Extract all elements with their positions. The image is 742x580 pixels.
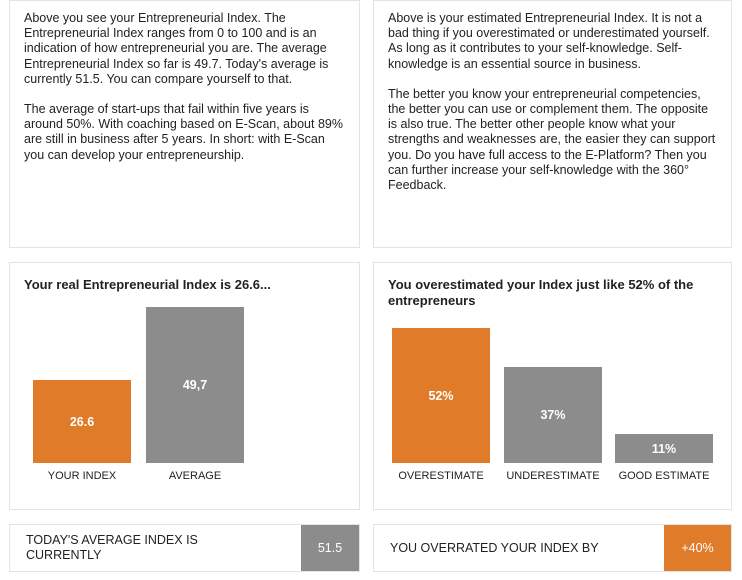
category-underestimate: UNDERESTIMATE [506,470,600,482]
intro-left-paragraph-2: The average of start-ups that fail withi… [24,102,343,162]
bar-underestimate-label: 37% [540,408,566,422]
bar-underestimate: 37% [504,367,602,463]
intro-right-paragraph-2: The better you know your entrepreneurial… [388,86,716,193]
category-good-estimate: GOOD ESTIMATE [618,470,710,482]
bar-your-index-label: 26.6 [69,414,95,429]
estimation-chart-title: You overestimated your Index just like 5… [388,277,694,308]
today-average-value: 51.5 [301,525,359,571]
intro-left-paragraph-1: Above you see your Entrepreneurial Index… [24,11,329,86]
index-chart-title: Your real Entrepreneurial Index is 26.6.… [24,277,271,292]
estimation-chart: You overestimated your Index just like 5… [373,262,732,510]
intro-right-paragraph-1: Above is your estimated Entrepreneurial … [388,11,710,71]
today-average-label: TODAY'S AVERAGE INDEX IS CURRENTLY [26,533,198,562]
category-overestimate: OVERESTIMATE [398,470,484,482]
category-average: AVERAGE [168,470,222,482]
overrated-box: YOU OVERRATED YOUR INDEX BY +40% [373,524,732,572]
category-your-index: YOUR INDEX [47,470,117,482]
bar-average-label: 49,7 [182,378,208,392]
bar-overestimate: 52% [392,328,490,463]
index-comparison-chart: Your real Entrepreneurial Index is 26.6.… [9,262,360,510]
bar-good-estimate: 11% [615,434,713,463]
bar-good-estimate-label: 11% [651,441,677,456]
bar-overestimate-label: 52% [428,388,454,403]
bar-your-index: 26.6 [33,380,131,463]
overrated-value: +40% [664,525,731,571]
intro-right-panel: Above is your estimated Entrepreneurial … [373,0,732,248]
overrated-label: YOU OVERRATED YOUR INDEX BY [390,540,599,555]
intro-left-panel: Above you see your Entrepreneurial Index… [9,0,360,248]
today-average-box: TODAY'S AVERAGE INDEX IS CURRENTLY 51.5 [9,524,360,572]
bar-average: 49,7 [146,307,244,463]
